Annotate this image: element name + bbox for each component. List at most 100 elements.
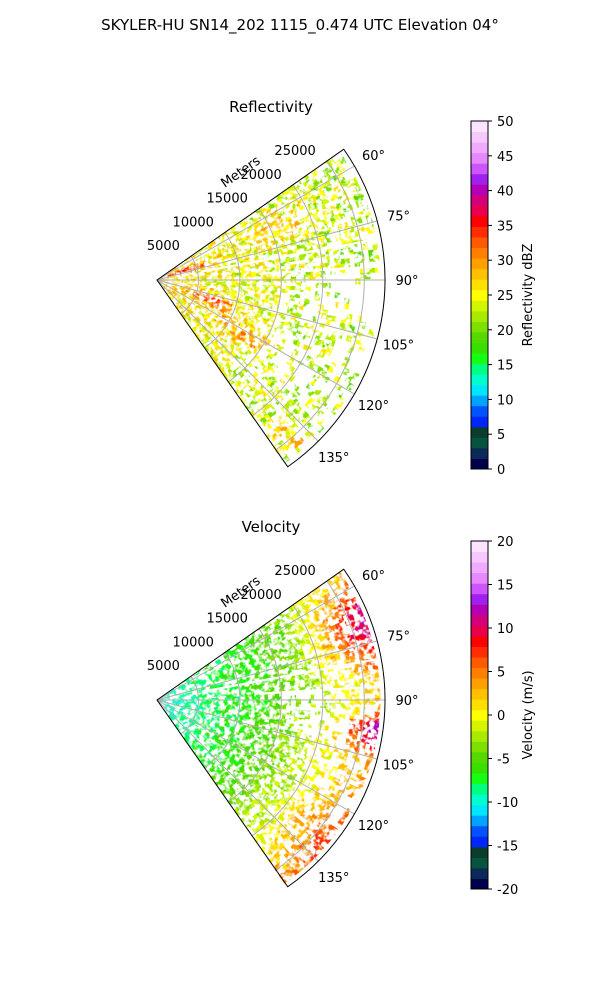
data-cell — [207, 759, 213, 766]
data-cell — [323, 255, 330, 262]
data-cell — [217, 329, 224, 335]
data-cell — [220, 249, 226, 254]
data-cell — [263, 298, 270, 304]
data-cell — [161, 282, 166, 287]
data-cell — [245, 348, 253, 355]
data-cell — [230, 225, 237, 232]
data-cell — [192, 740, 198, 746]
data-cell — [181, 284, 187, 287]
data-cell — [173, 297, 178, 303]
data-cell — [255, 704, 262, 708]
data-cell — [206, 740, 212, 746]
data-cell — [284, 223, 292, 230]
data-cell — [344, 651, 352, 659]
data-cell — [212, 774, 219, 781]
data-cell — [230, 656, 237, 662]
data-cell — [191, 285, 197, 288]
data-cell — [201, 280, 207, 283]
data-cell — [173, 266, 179, 270]
data-cell — [190, 271, 197, 274]
data-cell — [171, 273, 177, 276]
data-cell — [261, 333, 269, 339]
data-cell — [190, 300, 196, 305]
data-cell — [222, 663, 229, 668]
data-cell — [232, 735, 239, 741]
data-cell — [305, 286, 311, 292]
data-cell — [218, 739, 225, 745]
data-cell — [321, 242, 328, 249]
data-cell — [161, 695, 167, 699]
data-cell — [201, 700, 207, 703]
data-cell — [171, 702, 177, 705]
data-cell — [248, 314, 255, 320]
data-cell — [255, 286, 262, 291]
data-cell — [165, 705, 170, 709]
data-cell — [218, 310, 224, 316]
data-cell — [220, 780, 227, 787]
data-cell — [210, 734, 216, 740]
azimuth-spoke — [156, 165, 355, 281]
data-cell — [243, 372, 251, 380]
data-cell — [235, 667, 242, 672]
data-cell — [305, 274, 312, 280]
data-cell — [174, 288, 180, 292]
data-cell — [199, 327, 205, 333]
data-cell — [221, 332, 228, 338]
data-cell — [231, 701, 237, 704]
data-cell — [180, 690, 186, 693]
data-cell — [161, 281, 167, 284]
colorbar-swatch — [471, 635, 488, 647]
data-cell — [219, 367, 226, 374]
data-cell — [247, 636, 255, 643]
data-cell — [180, 286, 186, 290]
data-cell — [269, 366, 277, 374]
data-cell — [308, 403, 317, 412]
data-cell — [201, 276, 207, 279]
data-cell — [225, 668, 232, 674]
data-cell — [198, 260, 204, 264]
data-cell — [201, 696, 207, 699]
data-cell — [166, 281, 173, 284]
data-cell — [247, 737, 254, 743]
data-cell — [185, 299, 191, 304]
data-cell — [171, 696, 178, 698]
data-cell — [168, 289, 173, 294]
data-cell — [250, 289, 257, 293]
data-cell — [244, 810, 252, 818]
data-cell — [211, 674, 218, 679]
data-cell — [175, 705, 182, 709]
data-cell — [340, 688, 346, 695]
data-cell — [231, 251, 238, 256]
data-cell — [231, 754, 239, 761]
data-cell — [231, 238, 238, 244]
data-cell — [202, 718, 208, 723]
data-cell — [219, 318, 226, 324]
data-cell — [303, 298, 310, 304]
data-cell — [253, 647, 261, 653]
data-cell — [214, 744, 221, 750]
data-cell — [176, 282, 182, 284]
data-cell — [200, 752, 207, 758]
data-cell — [340, 658, 348, 665]
data-cell — [215, 339, 221, 345]
data-cell — [208, 679, 214, 683]
data-cell — [201, 675, 208, 680]
data-cell — [333, 301, 340, 308]
data-cell — [275, 711, 281, 716]
data-cell — [216, 344, 223, 351]
data-cell — [336, 731, 343, 739]
data-cell — [200, 708, 206, 712]
data-cell — [173, 290, 179, 295]
data-cell — [192, 746, 197, 753]
azimuth-spoke — [156, 279, 378, 340]
data-cell — [265, 290, 271, 295]
data-cell — [334, 717, 340, 724]
data-cell — [185, 688, 191, 692]
data-cell — [220, 360, 227, 367]
data-cell — [205, 321, 211, 327]
data-cell — [215, 304, 222, 309]
panel-title: Reflectivity — [229, 98, 313, 116]
data-cell — [228, 780, 235, 787]
data-cell — [189, 267, 196, 271]
data-cell — [235, 307, 242, 312]
